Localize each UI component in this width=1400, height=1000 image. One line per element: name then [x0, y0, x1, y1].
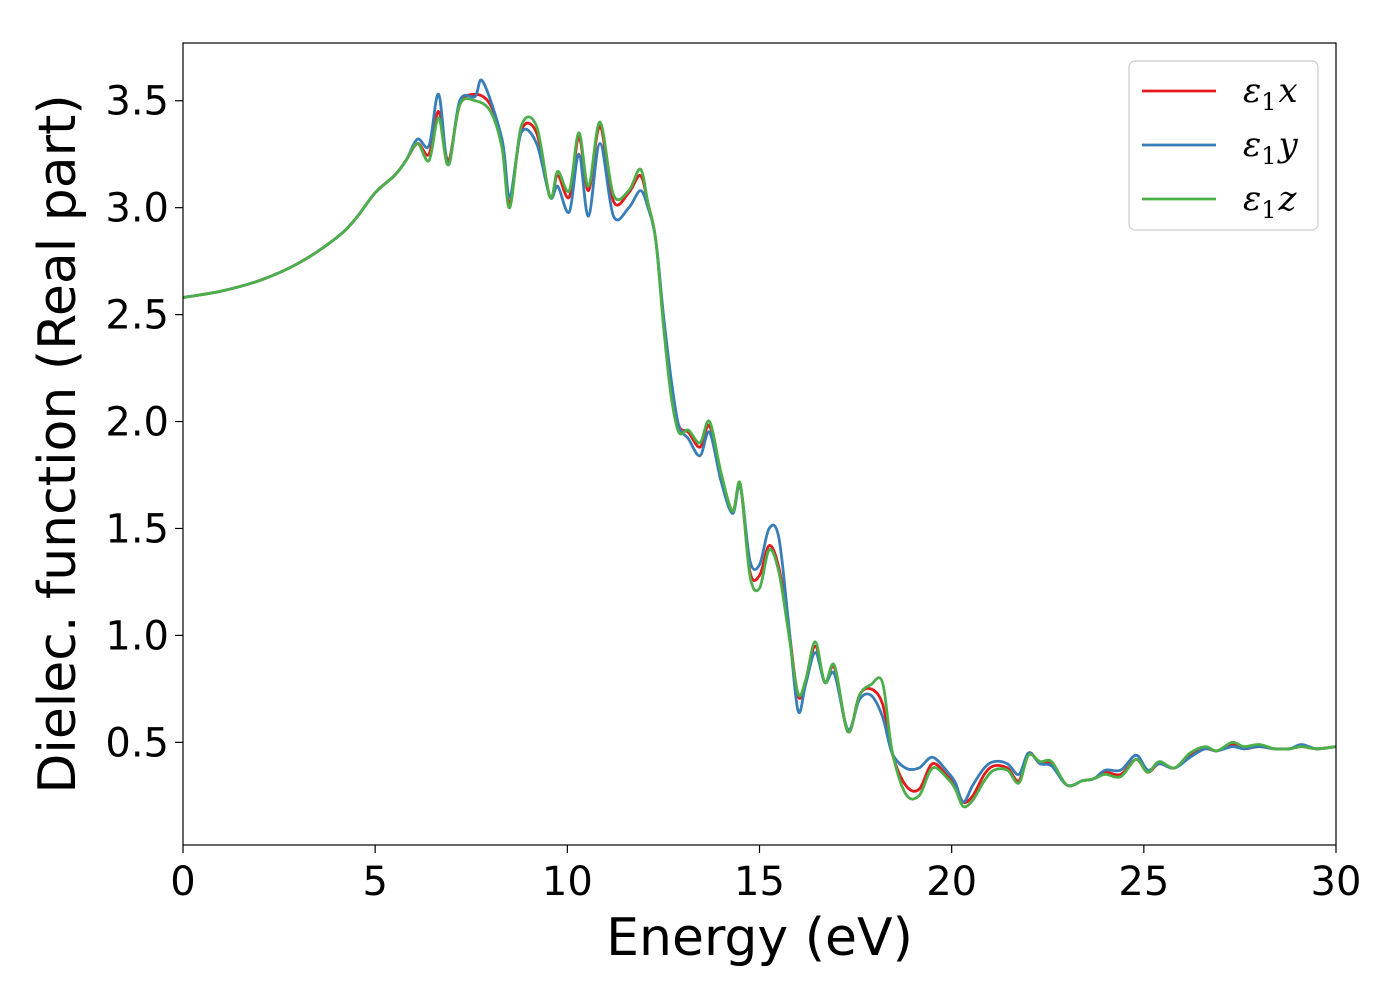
x-tick-label: 0	[170, 859, 195, 905]
legend-label-x: ε1x	[1243, 71, 1298, 116]
legend: ε1x ε1y ε1z	[1128, 60, 1319, 231]
x-tick-label: 30	[1311, 859, 1362, 905]
legend-label-y: ε1y	[1243, 125, 1299, 170]
x-tick-label: 5	[362, 859, 387, 905]
y-tick-label: 2.0	[105, 400, 169, 446]
y-tick-label: 3.0	[105, 186, 169, 232]
x-tick-label: 15	[734, 859, 785, 905]
y-tick-label: 2.5	[105, 293, 169, 339]
x-tick-label: 25	[1118, 859, 1169, 905]
x-tick-label: 10	[542, 859, 593, 905]
x-axis-label: Energy (eV)	[606, 908, 913, 968]
y-axis-label: Dielec. function (Real part)	[28, 94, 88, 793]
x-axis: 0 5 10 15 20 25 30	[170, 845, 1361, 905]
y-tick-label: 3.5	[105, 79, 169, 125]
y-tick-label: 0.5	[105, 720, 169, 766]
legend-box	[1128, 60, 1319, 231]
legend-label-z: ε1z	[1243, 179, 1298, 224]
y-tick-label: 1.0	[105, 613, 169, 659]
series-line-y	[183, 78, 1336, 804]
x-tick-label: 20	[926, 859, 977, 905]
y-tick-label: 1.5	[105, 506, 169, 552]
series-layer	[183, 78, 1336, 809]
series-line-z	[183, 97, 1336, 809]
y-axis: 0.5 1.0 1.5 2.0 2.5 3.0 3.5	[105, 79, 183, 766]
